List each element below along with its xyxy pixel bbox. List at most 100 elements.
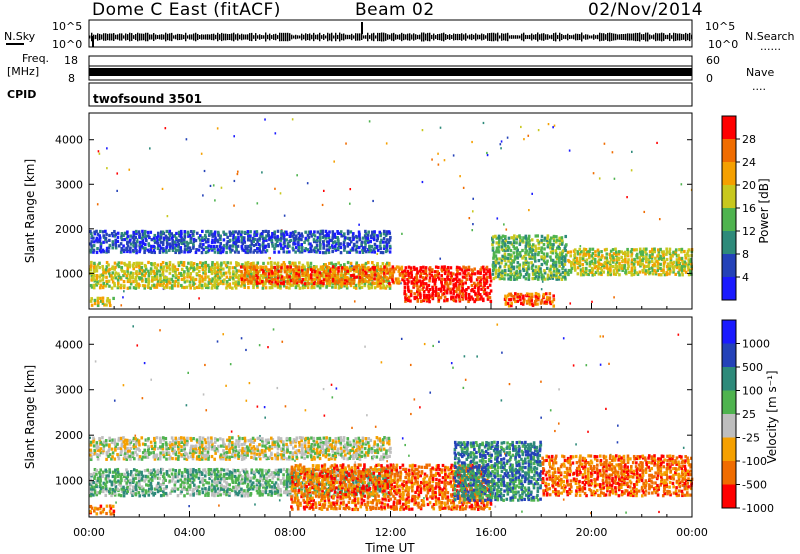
heatmap-cell [276,234,279,239]
heatmap-cell [321,265,325,269]
heatmap-cell [530,292,534,296]
heatmap-cell [120,442,124,446]
nsky-sample [385,33,387,41]
heatmap-cell [645,247,648,251]
heatmap-cell [351,447,355,451]
heatmap-cell [439,287,443,291]
heatmap-cell [113,399,116,402]
heatmap-cell [590,270,594,274]
nsky-sample [107,33,109,41]
nsky-sample [359,33,361,41]
freq-unit-label: [MHz] [7,65,39,78]
heatmap-cell [207,244,210,248]
nsky-sample [231,33,233,41]
heatmap-cell [318,240,322,244]
heatmap-cell [561,240,564,244]
heatmap-cell [120,304,123,307]
heatmap-cell [234,286,238,290]
heatmap-cell [141,273,144,278]
heatmap-cell [355,440,359,444]
heatmap-cell [242,238,246,242]
nsky-sample [553,33,555,41]
heatmap-cell [343,443,347,447]
heatmap-cell [114,487,118,491]
heatmap-cell [185,285,189,289]
heatmap-cell [599,257,603,261]
nsky-sample [235,34,237,40]
heatmap-cell [108,298,111,303]
heatmap-cell [431,158,433,161]
heatmap-cell [295,436,299,440]
heatmap-cell [176,284,180,288]
heatmap-cell [298,451,302,455]
heatmap-cell [168,229,172,233]
heatmap-cell [92,440,95,444]
heatmap-cell [183,231,187,236]
nsky-sample [671,35,673,39]
heatmap-cell [318,236,322,240]
heatmap-cell [159,246,163,250]
nsky-sample [303,34,305,40]
heatmap-cell [188,505,190,508]
heatmap-cell [132,240,135,244]
heatmap-cell [566,271,570,275]
heatmap-cell [237,439,241,443]
heatmap-cell [289,440,292,444]
heatmap-cell [330,457,333,461]
heatmap-cell [551,262,555,266]
heatmap-cell [491,263,495,267]
heatmap-cell [114,232,118,236]
heatmap-cell [348,456,352,460]
heatmap-cell [547,123,550,126]
heatmap-cell [110,286,114,290]
heatmap-cell [515,237,519,241]
heatmap-cell [235,246,238,251]
heatmap-cell [408,454,410,457]
heatmap-cell [153,441,157,445]
heatmap-cell [171,274,175,278]
heatmap-cell [321,267,325,271]
heatmap-cell [192,246,195,250]
heatmap-cell [271,442,275,446]
heatmap-cell [264,236,267,240]
heatmap-cell [672,250,675,254]
heatmap-cell [286,277,290,282]
heatmap-cell [101,485,105,489]
heatmap-cell [600,272,603,277]
heatmap-cell [297,449,301,453]
heatmap-cell [192,239,196,243]
heatmap-cell [211,238,214,242]
heatmap-cell [331,263,335,267]
heatmap-cell [442,267,446,272]
heatmap-cell [210,436,213,440]
heatmap-cell [395,279,398,283]
heatmap-cell [253,447,257,451]
heatmap-cell [436,270,440,274]
heatmap-cell [452,366,454,369]
heatmap-cell [364,269,367,273]
heatmap-cell [313,457,316,461]
heatmap-cell [276,229,280,233]
heatmap-cell [102,240,105,244]
heatmap-cell [203,169,206,173]
heatmap-cell [231,442,234,447]
heatmap-cell [361,263,364,267]
heatmap-cell [342,240,346,244]
heatmap-cell [620,255,623,259]
heatmap-cell [98,449,102,453]
heatmap-cell [386,238,389,242]
heatmap-cell [243,452,246,457]
heatmap-cell [500,399,503,402]
heatmap-cell [131,451,135,455]
heatmap-cell [165,448,168,453]
heatmap-cell [288,275,291,279]
heatmap-cell [343,276,347,280]
heatmap-cell [495,241,499,245]
heatmap-cell [375,244,379,249]
heatmap-cell [632,264,636,268]
heatmap-cell [125,457,129,462]
heatmap-cell [235,269,239,273]
heatmap-cell [537,242,541,246]
heatmap-cell [315,447,319,451]
heatmap-cell [641,258,644,263]
